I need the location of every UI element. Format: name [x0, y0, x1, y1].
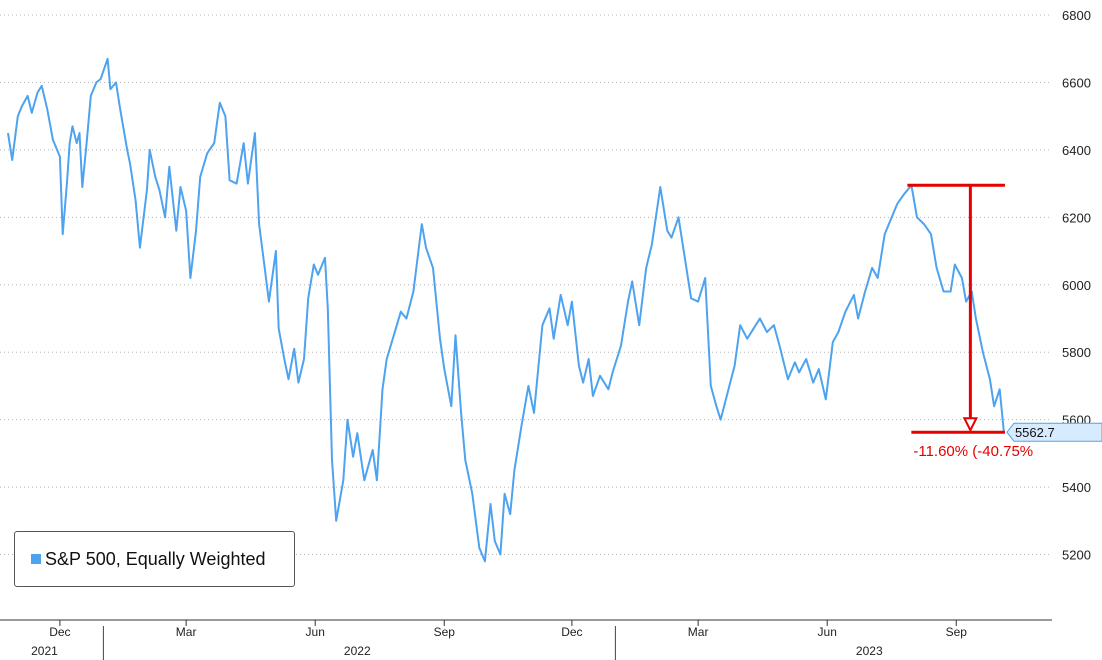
gridlines — [0, 14, 1052, 556]
drawdown-label: -11.60% (-40.75% — [913, 443, 1033, 460]
y-tick-label: 6200 — [1062, 210, 1091, 225]
last-value-tag-shape — [1006, 422, 1102, 442]
legend: S&P 500, Equally Weighted — [14, 531, 295, 587]
x-year-label: 2022 — [344, 644, 371, 658]
y-tick-label: 6800 — [1062, 8, 1091, 23]
x-tick-label: Jun — [818, 625, 837, 639]
legend-swatch — [31, 554, 41, 564]
y-tick-label: 6600 — [1062, 75, 1091, 90]
x-year-label: 2021 — [31, 644, 58, 658]
last-value-tag: 5562.7 — [1006, 422, 1102, 442]
y-tick-label: 6000 — [1062, 278, 1091, 293]
x-year-label: 2023 — [856, 644, 883, 658]
drawdown-annotation: -11.60% (-40.75% — [907, 183, 1033, 460]
x-axis: Dec Mar Jun Sep Dec Mar Jun Sep 2021 2022 2023 — [0, 619, 1052, 660]
drawdown-arrow-head — [962, 417, 978, 433]
y-tick-label: 5200 — [1062, 548, 1091, 563]
series-line-sp500-equal-weight — [7, 57, 1005, 563]
x-tick-label: Mar — [688, 625, 709, 639]
x-tick-label: Dec — [561, 625, 582, 639]
y-tick-label: 5400 — [1062, 480, 1091, 495]
x-tick-label: Sep — [946, 625, 968, 639]
legend-label: S&P 500, Equally Weighted — [45, 548, 266, 569]
x-tick-label: Mar — [176, 625, 197, 639]
x-tick-label: Sep — [434, 625, 456, 639]
y-tick-label: 5800 — [1062, 345, 1091, 360]
last-value-tag-text: 5562.7 — [1015, 425, 1055, 440]
y-tick-label: 6400 — [1062, 143, 1091, 158]
x-tick-label: Dec — [49, 625, 70, 639]
x-tick-label: Jun — [306, 625, 325, 639]
